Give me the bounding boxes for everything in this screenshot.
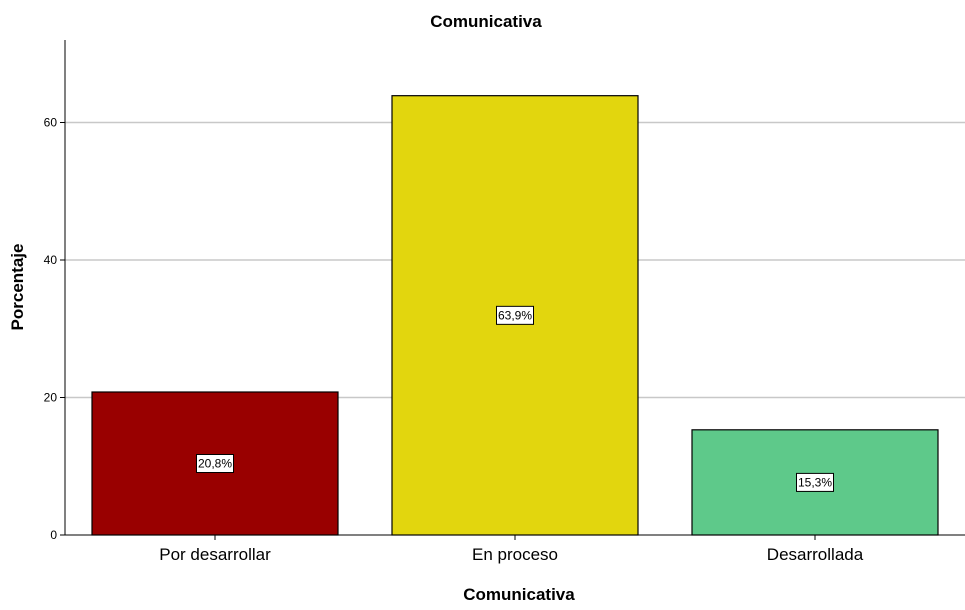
y-axis-title: Porcentaje	[8, 244, 27, 331]
x-tick-label: Por desarrollar	[159, 545, 271, 564]
x-tick-label: En proceso	[472, 545, 558, 564]
y-axis-ticks: 0 20 40 60	[44, 116, 65, 542]
data-labels: 20,8% 63,9% 15,3%	[196, 305, 834, 492]
x-tick-label: Desarrollada	[767, 545, 864, 564]
y-tick-label: 20	[44, 391, 58, 405]
data-label-box	[496, 305, 534, 325]
y-tick-label: 0	[50, 528, 57, 542]
data-label: 63,9%	[498, 308, 532, 322]
chart-title: Comunicativa	[430, 12, 542, 31]
x-axis-title: Comunicativa	[463, 585, 575, 604]
data-label-box	[196, 454, 234, 473]
y-tick-label: 60	[44, 116, 58, 130]
data-label-box	[796, 472, 834, 492]
data-label: 20,8%	[198, 457, 232, 471]
y-tick-label: 40	[44, 253, 58, 267]
data-label: 15,3%	[798, 475, 832, 489]
x-axis-ticks: Por desarrollar En proceso Desarrollada	[159, 535, 864, 564]
